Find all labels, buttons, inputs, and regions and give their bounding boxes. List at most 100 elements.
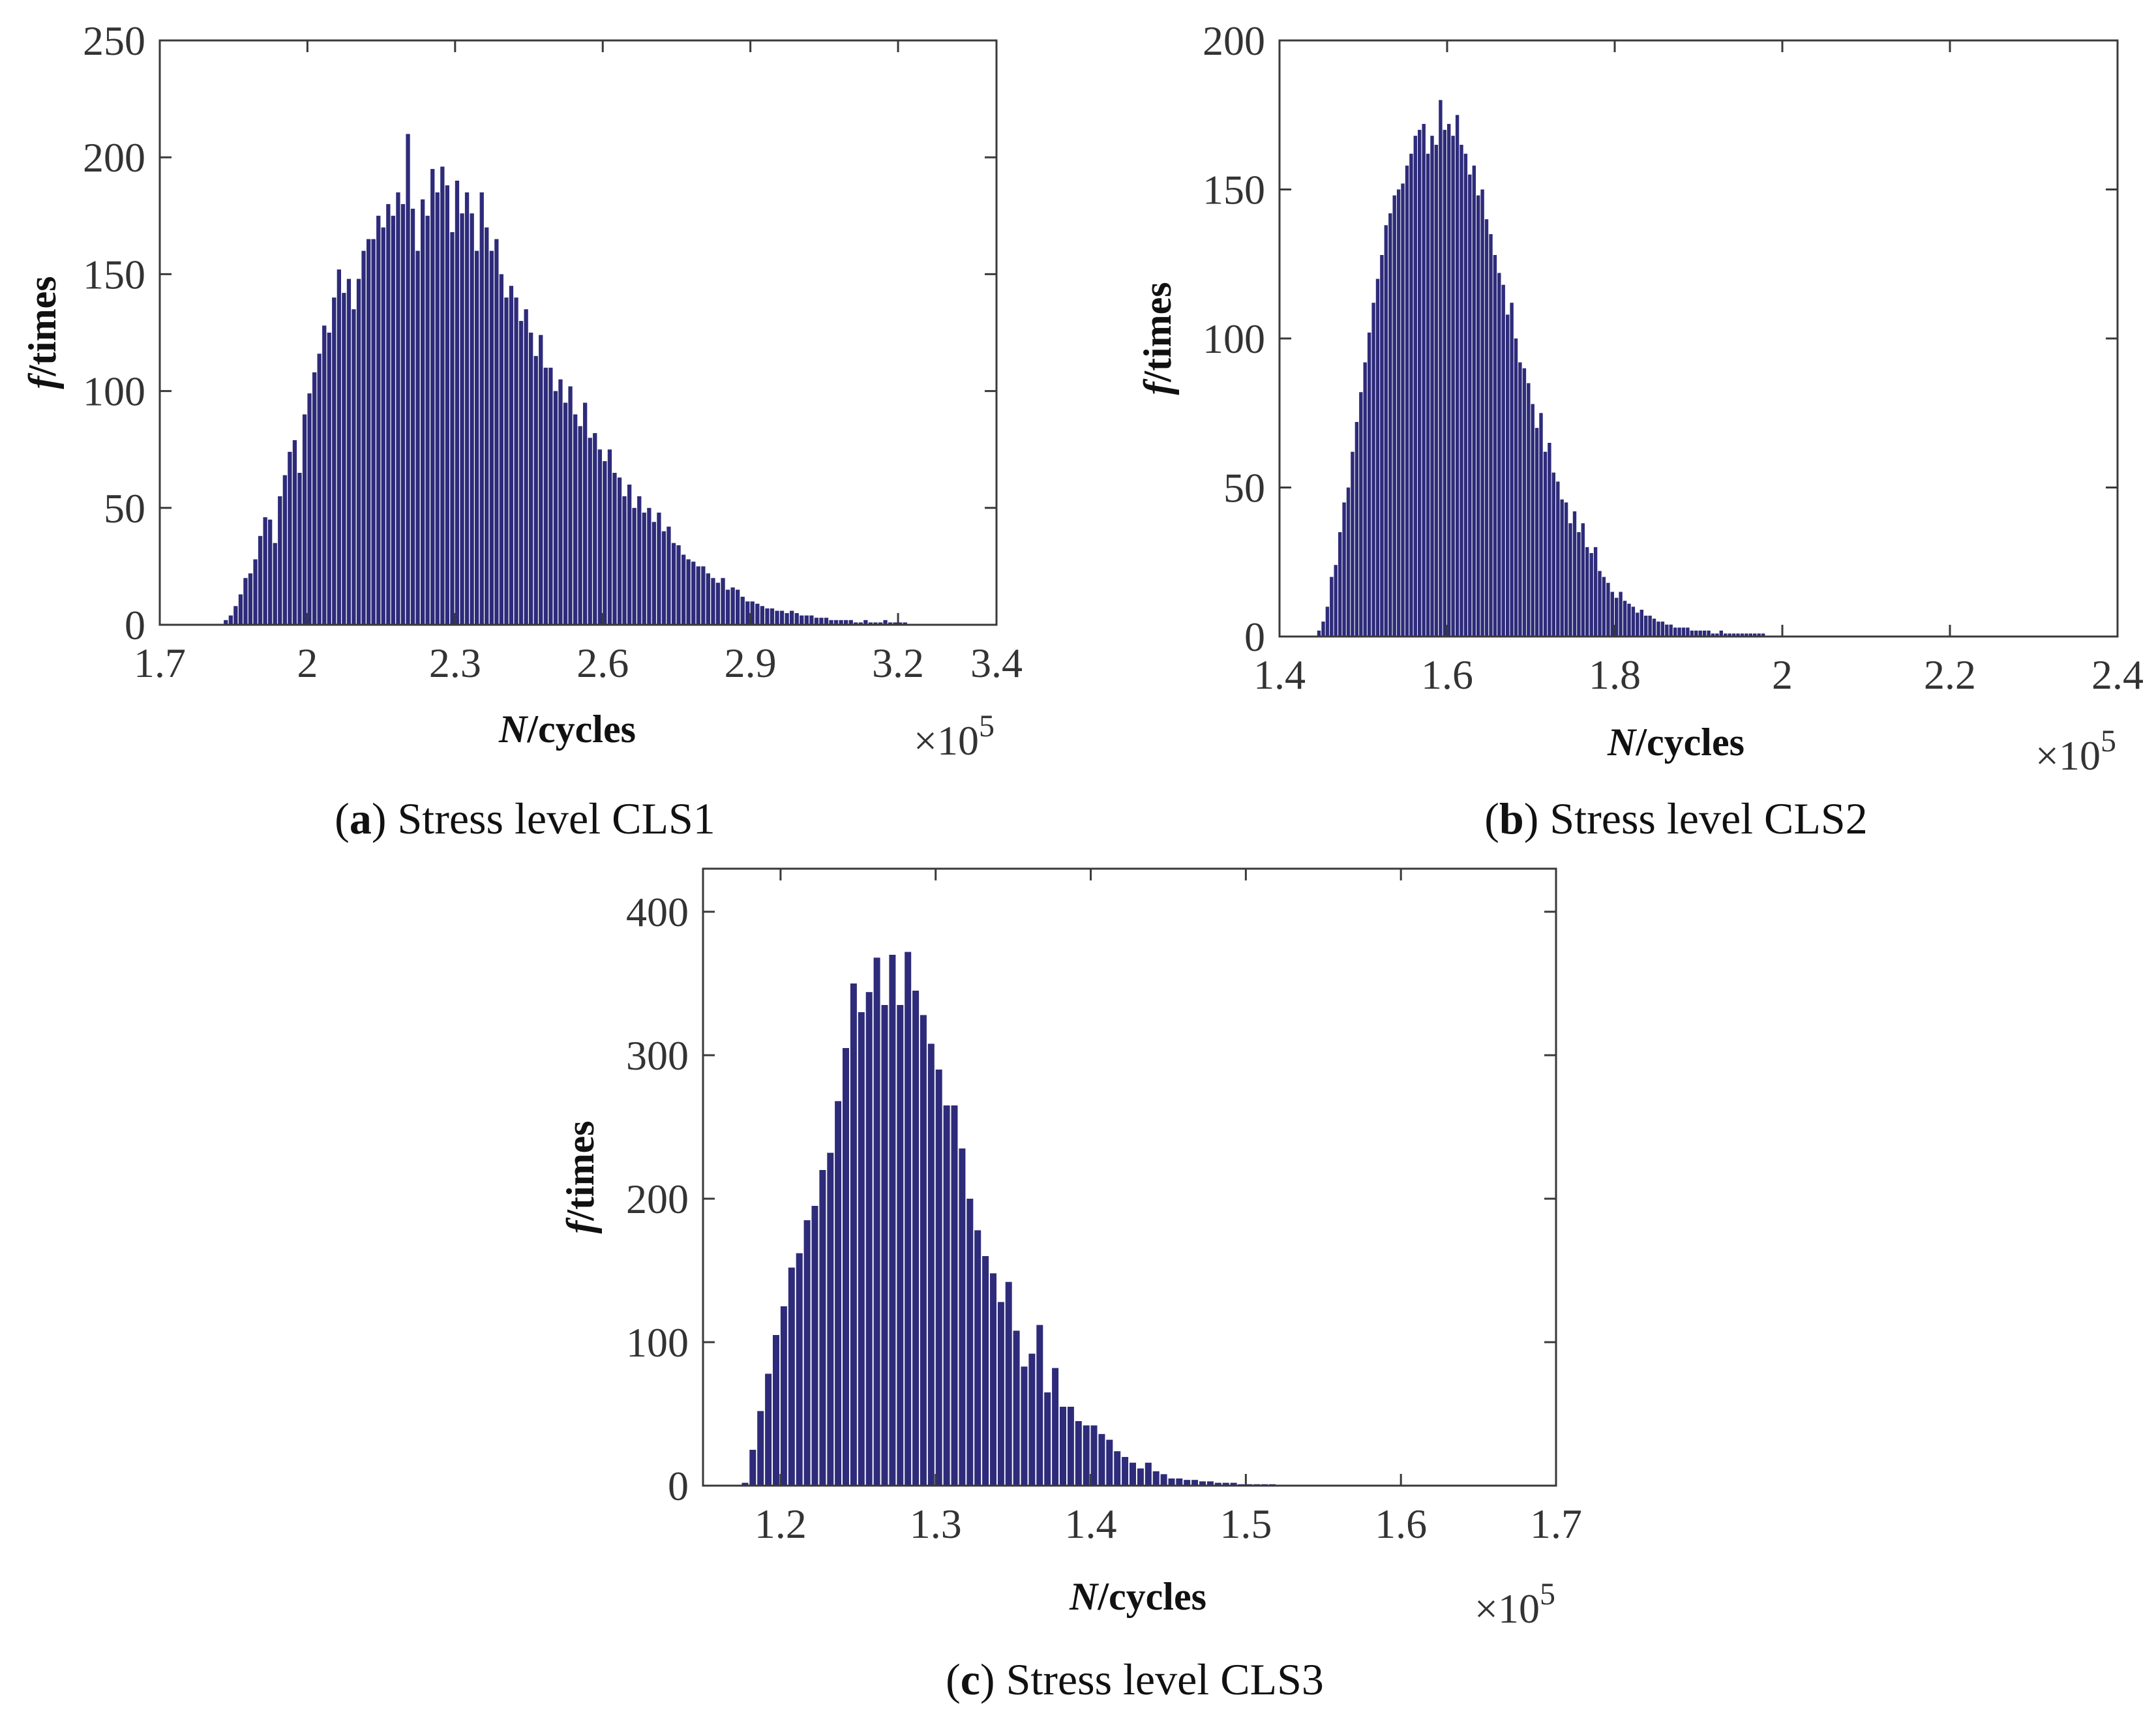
histogram-bar <box>1719 630 1723 637</box>
y-tick-label: 150 <box>1203 167 1265 213</box>
histogram-bar <box>1568 523 1572 637</box>
histogram-bar <box>514 297 518 625</box>
histogram-bar <box>1715 633 1719 637</box>
histogram-bar <box>632 507 636 625</box>
histogram-bar <box>1707 630 1711 637</box>
histogram-bar <box>1191 1480 1199 1486</box>
histogram-bar <box>1673 627 1677 637</box>
caption-paren-close: ) <box>372 794 398 843</box>
bar-series <box>224 134 907 625</box>
histogram-bar <box>725 590 730 625</box>
caption-letter: b <box>1499 794 1524 843</box>
histogram-bar <box>854 622 858 625</box>
histogram-bar <box>1636 612 1639 637</box>
histogram-bar <box>814 618 819 625</box>
x-tick-label: 1.6 <box>1421 652 1473 698</box>
histogram-bar <box>421 199 425 625</box>
histogram-bar <box>1222 1482 1229 1486</box>
histogram-bar <box>1367 332 1371 637</box>
x-tick-label: 1.2 <box>755 1501 807 1547</box>
histogram-bar <box>1214 1482 1221 1486</box>
histogram-bar <box>1501 284 1505 637</box>
histogram-bar <box>1168 1478 1175 1486</box>
y-axis-label-unit: /times <box>21 276 64 376</box>
histogram-bar <box>312 372 317 625</box>
x-tick-label: 2 <box>1772 652 1793 698</box>
histogram-bar <box>1744 633 1748 637</box>
histogram-bar <box>292 440 297 625</box>
histogram-bar <box>676 545 681 625</box>
histogram-bar <box>1075 1421 1082 1486</box>
histogram-bar <box>666 526 671 625</box>
histogram-bar <box>788 1267 795 1486</box>
histogram-bar <box>400 203 406 625</box>
histogram-bar <box>647 507 651 625</box>
histogram-bar <box>578 426 582 625</box>
histogram-bar <box>1334 565 1338 637</box>
histogram-bar <box>785 613 789 625</box>
bar-series <box>1317 100 1765 637</box>
y-tick-label: 200 <box>626 1176 689 1222</box>
histogram-bar <box>356 278 361 625</box>
histogram-bar <box>603 461 607 625</box>
histogram-bar <box>1681 627 1686 637</box>
histogram-bar <box>612 473 617 625</box>
histogram-bar <box>317 353 322 625</box>
histogram-bar <box>1346 487 1351 637</box>
histogram-bar <box>1740 633 1744 637</box>
histogram-bar <box>1656 622 1660 637</box>
x-tick-label: 1.4 <box>1065 1501 1117 1547</box>
x-axis-multiplier: ×105 <box>914 709 995 764</box>
histogram-bar <box>1106 1439 1113 1486</box>
x-tick-label: 2.4 <box>2091 652 2144 698</box>
histogram-bar <box>282 475 287 625</box>
histogram-bar <box>622 496 627 625</box>
y-tick-label: 100 <box>83 368 145 415</box>
histogram-bar <box>1539 413 1543 637</box>
histogram-bar <box>253 559 258 625</box>
x-axis-multiplier-exponent: 5 <box>1540 1577 1555 1612</box>
histogram-bar <box>1493 255 1497 637</box>
histogram-bar <box>558 379 563 625</box>
histogram-bar <box>661 531 666 625</box>
histogram-bar <box>593 433 597 625</box>
histogram-bar <box>1724 633 1728 637</box>
histogram-bar <box>1439 100 1443 637</box>
x-axis-label: N/cycles <box>498 708 636 751</box>
y-tick-label: 400 <box>626 889 689 935</box>
caption-paren-open: ( <box>335 794 350 843</box>
caption-text: Stress level CLS2 <box>1550 794 1867 843</box>
histogram-bar <box>794 613 799 625</box>
histogram-bar <box>951 1105 958 1486</box>
histogram-bar <box>1090 1425 1098 1486</box>
histogram-bar <box>715 582 721 625</box>
histogram-bar <box>499 274 503 625</box>
y-axis-label-unit: /times <box>559 1120 602 1221</box>
x-axis-multiplier: ×105 <box>1475 1577 1555 1632</box>
histogram-bar <box>1602 577 1606 637</box>
x-tick-label: 2.9 <box>725 640 777 686</box>
histogram-bar <box>982 1256 989 1486</box>
histogram-bar <box>1711 633 1715 637</box>
histogram-bar <box>974 1230 981 1486</box>
histogram-bar <box>1610 592 1614 637</box>
chart-panel-b: 1.4 1.6 1.8 2 2.2 2.4 0 50 100 150 200 N/cycles f/ti… <box>1136 18 2144 843</box>
x-axis-multiplier-base: ×10 <box>1475 1585 1540 1632</box>
histogram-bar <box>1510 303 1514 637</box>
histogram-bar <box>371 239 376 625</box>
histogram-bar <box>730 587 735 625</box>
histogram-bar <box>765 1373 772 1486</box>
panel-caption: (b) Stress level CLS2 <box>1484 794 1867 843</box>
histogram-bar <box>386 203 391 625</box>
histogram-bar <box>912 991 920 1486</box>
y-tick-label: 0 <box>668 1463 689 1509</box>
histogram-bar <box>445 185 449 625</box>
histogram-bar <box>819 1170 826 1486</box>
histogram-bar <box>920 1015 927 1486</box>
histogram-bar <box>651 522 656 625</box>
histogram-bar <box>607 449 612 625</box>
histogram-bar <box>721 578 725 625</box>
histogram-bar <box>346 278 352 625</box>
histogram-bar <box>824 618 829 625</box>
